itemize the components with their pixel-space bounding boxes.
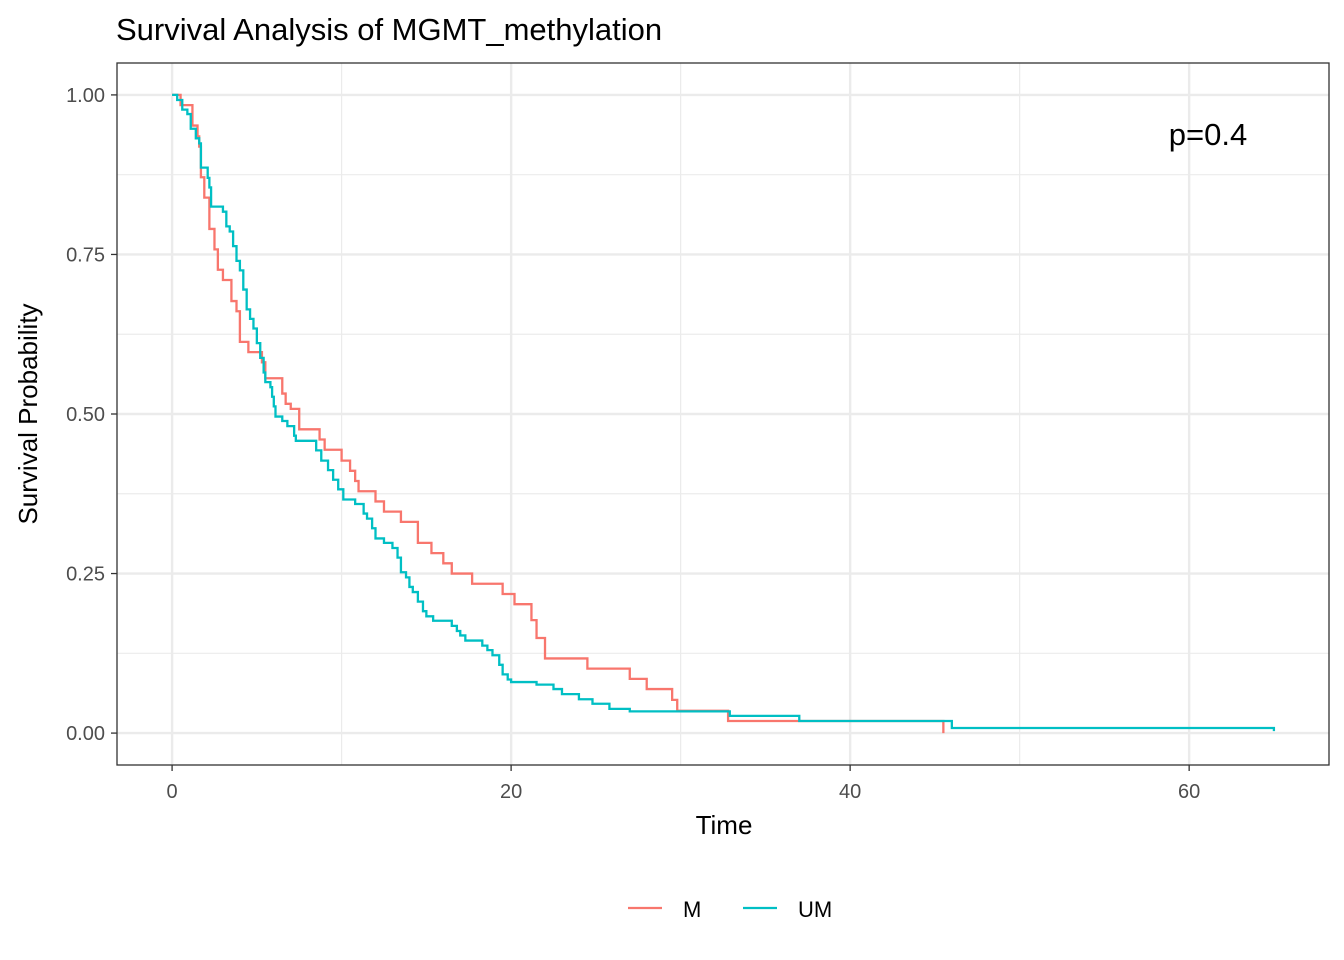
x-tick-label: 60	[1178, 781, 1200, 803]
x-tick-label: 0	[167, 781, 178, 803]
survival-curve-um	[172, 93, 1276, 732]
x-tick-label: 20	[500, 781, 522, 803]
y-tick-label: 0.75	[66, 244, 105, 266]
y-tick-label: 0.25	[66, 564, 105, 586]
y-tick-label: 1.00	[66, 85, 105, 107]
chart-title: Survival Analysis of MGMT_methylation	[116, 12, 662, 47]
legend: M UM	[628, 897, 832, 922]
p-value-annotation: p=0.4	[1169, 117, 1247, 152]
y-tick-label: 0.50	[66, 404, 105, 426]
survival-curve-m	[172, 93, 945, 734]
y-axis-title: Survival Probability	[13, 303, 43, 524]
x-tick-label: 40	[839, 781, 861, 803]
y-tick-label: 0.00	[66, 723, 105, 745]
legend-label-m: M	[683, 897, 701, 922]
legend-label-um: UM	[798, 897, 832, 922]
x-axis-title: Time	[696, 810, 753, 840]
plot-panel: 0 20 40 60 0.00 0.25 0.50 0.75 1.00 p=0.4	[66, 62, 1330, 803]
